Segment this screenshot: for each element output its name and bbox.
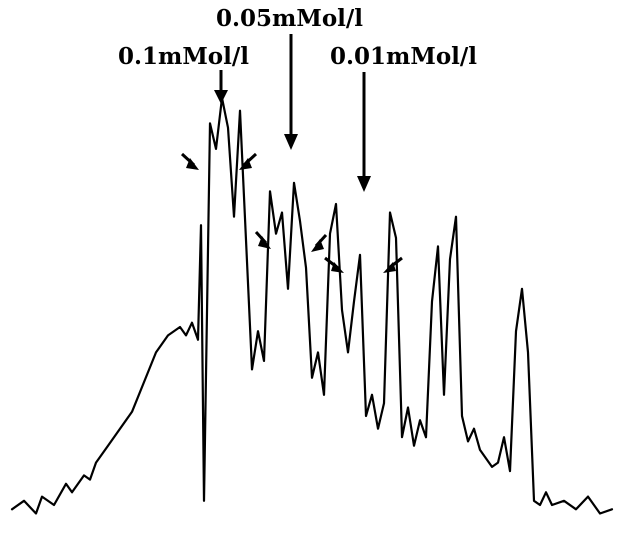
annotation-layer: 0.05mMol/l 0.1mMol/l 0.01mMol/l (118, 5, 477, 273)
series-line-0 (10, 96, 614, 515)
series-layer (10, 96, 614, 515)
arrow-0.01-down (357, 72, 371, 192)
annotation-label-0.1: 0.1mMol/l (118, 43, 249, 70)
side-arrow-4 (311, 233, 328, 252)
arrow-0.05-down (284, 34, 298, 150)
arrow-0.1-down (214, 70, 228, 104)
side-arrow-1 (180, 152, 199, 170)
annotation-label-0.05: 0.05mMol/l (216, 5, 363, 32)
side-arrow-6 (383, 256, 403, 273)
annotation-label-0.01: 0.01mMol/l (330, 43, 477, 70)
